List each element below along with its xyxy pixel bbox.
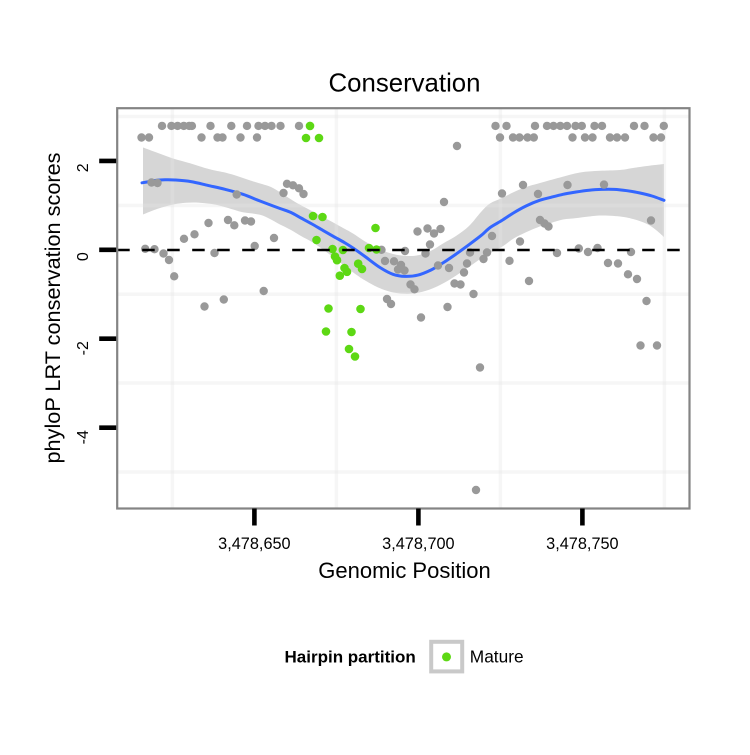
svg-text:0: 0 [75,252,92,261]
svg-text:-4: -4 [75,430,92,444]
svg-text:2: 2 [75,163,92,172]
svg-text:Conservation: Conservation [329,70,481,98]
svg-text:3,478,700: 3,478,700 [382,535,454,553]
svg-text:-2: -2 [75,341,92,355]
svg-text:Genomic Position: Genomic Position [318,558,490,583]
svg-text:3,478,650: 3,478,650 [218,535,290,553]
svg-text:phyloP LRT conservation scores: phyloP LRT conservation scores [40,152,65,463]
svg-text:Hairpin partition: Hairpin partition [285,647,416,666]
svg-text:3,478,750: 3,478,750 [546,535,618,553]
svg-text:Mature: Mature [470,646,524,666]
